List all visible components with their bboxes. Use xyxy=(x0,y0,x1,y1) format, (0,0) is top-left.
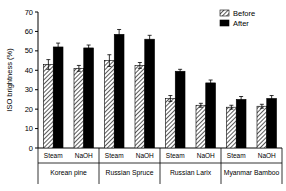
y-tick-label: 70 xyxy=(25,8,33,17)
error-bar xyxy=(46,60,50,70)
chart-container: 0 10 20 30 40 50 60 70 ISO brightness (%) Steam Na… xyxy=(0,0,286,191)
y-tick-label: 30 xyxy=(25,85,33,94)
y-tick-label: 0 xyxy=(29,144,33,153)
y-tick xyxy=(35,31,38,32)
error-bar xyxy=(87,45,91,51)
x-tick-label: NaOH xyxy=(136,152,154,159)
bar xyxy=(84,48,94,148)
y-tick xyxy=(35,148,38,149)
y-tick-label: 50 xyxy=(25,46,33,55)
y-tick-label: 40 xyxy=(25,66,33,75)
bar xyxy=(145,39,155,148)
y-tick xyxy=(35,50,38,51)
bar xyxy=(53,47,63,148)
group-separator xyxy=(160,148,161,184)
bar xyxy=(114,34,124,148)
error-bar xyxy=(138,63,142,69)
y-tick xyxy=(35,128,38,129)
y-axis xyxy=(38,12,39,148)
y-tick xyxy=(35,70,38,71)
error-bar xyxy=(148,35,152,43)
bar xyxy=(196,105,206,148)
group-label: Russian Spruce xyxy=(106,169,154,177)
group-separator xyxy=(99,148,100,184)
bar xyxy=(104,61,114,148)
group-separator xyxy=(38,148,39,184)
y-tick xyxy=(35,109,38,110)
group-label: Russian Larix xyxy=(170,169,212,176)
x-tick-label: NaOH xyxy=(258,152,276,159)
group-separator xyxy=(282,148,283,184)
error-bar xyxy=(260,104,264,108)
group-label: Myanmar Bamboo xyxy=(224,169,280,177)
error-bar xyxy=(77,65,81,71)
error-bars xyxy=(46,29,273,109)
x-tick-label: Steam xyxy=(105,152,124,159)
x-tick-label: Steam xyxy=(44,152,63,159)
y-tick xyxy=(35,12,38,13)
bar xyxy=(236,99,246,148)
error-bar xyxy=(178,69,182,73)
y-tick-label: 60 xyxy=(25,27,33,36)
chart: 0 10 20 30 40 50 60 70 ISO brightness (%) Steam Na… xyxy=(0,0,286,191)
error-bar xyxy=(209,80,213,86)
y-axis-title: ISO brightness (%) xyxy=(5,48,14,112)
error-bar xyxy=(239,97,243,103)
bar xyxy=(135,65,145,148)
error-bar xyxy=(229,105,233,109)
error-bar xyxy=(56,43,60,51)
error-bar xyxy=(117,29,121,39)
bar xyxy=(267,98,277,148)
group-label: Korean pine xyxy=(50,169,87,177)
x-tick-label: Steam xyxy=(227,152,246,159)
bar xyxy=(165,98,175,148)
error-bar xyxy=(199,103,203,107)
x-tick-label: NaOH xyxy=(75,152,93,159)
bar xyxy=(226,107,236,148)
legend-swatch xyxy=(220,10,229,16)
group-separator xyxy=(221,148,222,184)
bar xyxy=(43,64,53,148)
bar xyxy=(175,71,185,148)
bar xyxy=(257,106,267,148)
error-bar xyxy=(107,55,111,67)
bars xyxy=(43,34,276,148)
error-bar xyxy=(168,96,172,102)
y-tick-label: 10 xyxy=(25,124,33,133)
legend-label: After xyxy=(233,19,249,28)
group-divider xyxy=(38,163,282,164)
bar xyxy=(74,68,84,148)
legend-swatch xyxy=(220,20,229,26)
x-tick-label: Steam xyxy=(166,152,185,159)
y-tick xyxy=(35,89,38,90)
legend-label: Before xyxy=(233,9,255,18)
x-tick-label: NaOH xyxy=(197,152,215,159)
error-bar xyxy=(270,96,274,102)
y-tick-label: 20 xyxy=(25,105,33,114)
bar xyxy=(206,83,216,148)
